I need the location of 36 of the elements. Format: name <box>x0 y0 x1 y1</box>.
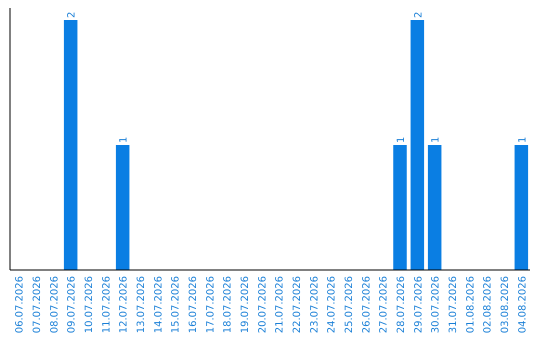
data-label: 2 <box>66 12 78 18</box>
x-tick-label: 13.07.2026 <box>136 276 147 334</box>
x-tick-label: 18.07.2026 <box>222 276 234 334</box>
x-tick-label: 22.07.2026 <box>292 276 303 334</box>
x-tick-label: 06.07.2026 <box>14 276 26 334</box>
x-tick-label: 25.07.2026 <box>344 276 355 334</box>
x-tick-label: 11.07.2026 <box>101 276 112 334</box>
x-tick-label: 10.07.2026 <box>84 276 95 334</box>
x-tick-label: 03.08.2026 <box>500 276 511 334</box>
data-label: 1 <box>118 136 130 143</box>
x-tick-label: 23.07.2026 <box>309 276 320 334</box>
x-tick-label: 29.07.2026 <box>413 276 424 334</box>
data-label: 1 <box>430 136 442 143</box>
x-tick-label: 21.07.2026 <box>274 276 286 334</box>
x-tick-label: 01.08.2026 <box>465 276 476 334</box>
x-tick-label: 24.07.2026 <box>326 276 338 334</box>
x-tick-label: 04.08.2026 <box>517 276 528 334</box>
x-tick-label: 09.07.2026 <box>66 276 78 334</box>
data-label: 1 <box>396 136 407 143</box>
x-tick-label: 19.07.2026 <box>240 276 251 334</box>
x-tick-label: 02.08.2026 <box>482 276 494 334</box>
x-tick-label: 12.07.2026 <box>118 276 130 334</box>
x-tick-label: 26.07.2026 <box>361 276 372 334</box>
data-label: 2 <box>413 12 424 18</box>
x-tick-label: 30.07.2026 <box>430 276 442 334</box>
x-tick-label: 28.07.2026 <box>396 276 407 334</box>
x-tick-label: 27.07.2026 <box>378 276 390 334</box>
x-tick-label: 31.07.2026 <box>448 276 459 334</box>
x-tick-label: 15.07.2026 <box>170 276 182 334</box>
x-tick-label: 16.07.2026 <box>188 276 199 334</box>
x-tick-label: 07.07.2026 <box>32 276 43 334</box>
x-tick-label: 14.07.2026 <box>153 276 164 334</box>
data-label: 1 <box>517 136 528 143</box>
x-tick-label: 08.07.2026 <box>49 276 60 334</box>
x-tick-label: 17.07.2026 <box>205 276 216 334</box>
x-tick-label: 20.07.2026 <box>257 276 268 334</box>
